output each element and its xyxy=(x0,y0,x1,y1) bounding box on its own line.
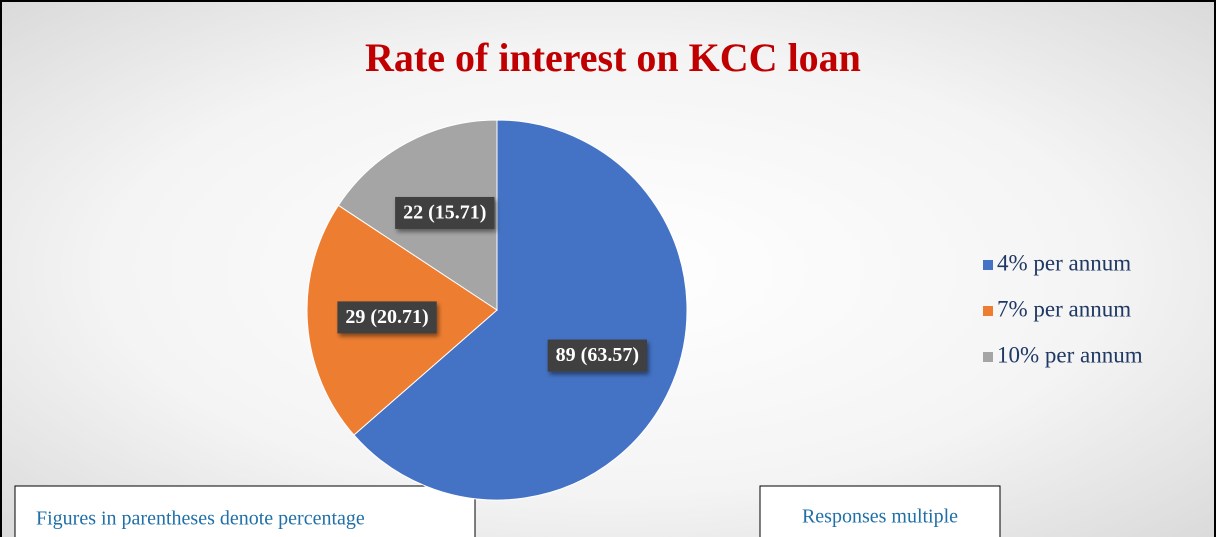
legend-swatch xyxy=(983,260,993,270)
data-label-box xyxy=(337,301,437,334)
note-box xyxy=(759,485,1001,537)
note: Responses multiple xyxy=(802,506,958,528)
data-label-group: 29 (20.71) xyxy=(337,301,437,334)
data-label-group: 89 (63.57) xyxy=(547,339,647,372)
data-label-group: 22 (15.71) xyxy=(395,196,495,229)
pie-slice xyxy=(353,119,688,501)
legend-swatch xyxy=(983,306,993,316)
chart-title: Rate of interest on KCC loan xyxy=(365,35,861,80)
legend-swatch xyxy=(983,352,993,362)
data-label-box xyxy=(547,339,647,372)
legend-label: 4% per annum xyxy=(997,250,1131,275)
legend-label: 7% per annum xyxy=(997,296,1131,321)
data-label: 89 (63.57) xyxy=(556,344,639,366)
data-label: 22 (15.71) xyxy=(403,202,486,224)
data-label-box xyxy=(395,196,495,229)
data-label: 29 (20.71) xyxy=(345,306,428,328)
note: Figures in parentheses denote percentage xyxy=(36,508,365,530)
legend-label: 10% per annum xyxy=(997,342,1143,367)
note-box xyxy=(14,485,476,537)
